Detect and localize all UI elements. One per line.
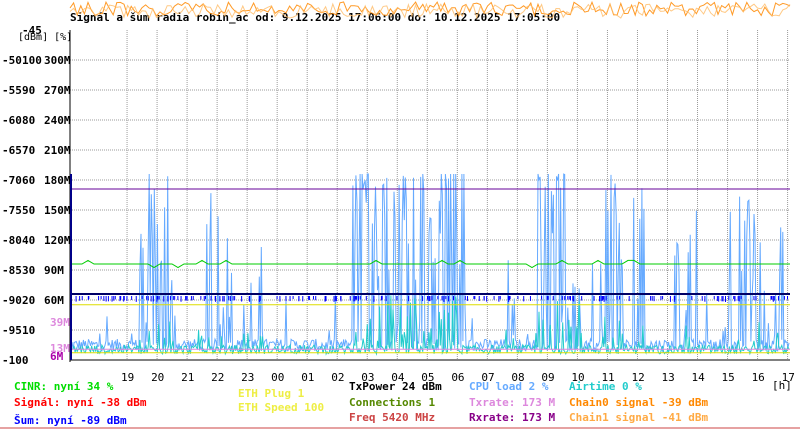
y-tick-rate: 60M bbox=[44, 294, 64, 307]
y-tick-rate: 300M bbox=[44, 54, 71, 67]
y-tick-dbm: -90 bbox=[2, 294, 22, 307]
legend-txpower: TxPower 24 dBm bbox=[349, 380, 442, 393]
x-tick-label: 17 bbox=[782, 371, 795, 384]
legend-cpu: CPU load 2 % bbox=[469, 380, 549, 393]
x-tick-label: 21 bbox=[181, 371, 194, 384]
y-tick-pct: 10 bbox=[22, 324, 35, 337]
y-tick-pct: 90 bbox=[22, 84, 35, 97]
series-chain1 bbox=[69, 2, 791, 20]
legend-connections: Connections 1 bbox=[349, 396, 436, 409]
y-tick-rate: 150M bbox=[44, 204, 71, 217]
y-tick-pct: 30 bbox=[22, 264, 35, 277]
y-tick-rate-extra: 6M bbox=[50, 350, 64, 363]
x-tick-label: 22 bbox=[211, 371, 224, 384]
plot-area bbox=[70, 30, 790, 360]
y-tick-dbm: -85 bbox=[2, 264, 22, 277]
x-tick-label: 20 bbox=[151, 371, 164, 384]
x-tick-label: 09 bbox=[541, 371, 554, 384]
x-tick-label: 04 bbox=[391, 371, 405, 384]
legend-chain1: Chain1 signal -41 dBm bbox=[569, 411, 709, 424]
x-tick-label: 19 bbox=[121, 371, 134, 384]
y-tick-rate-extra: 39M bbox=[50, 316, 70, 329]
legend-chain0: Chain0 signal -39 dBm bbox=[569, 396, 709, 409]
legend-noise: Šum: nyní -89 dBm bbox=[14, 414, 127, 427]
y-tick-dbm: -80 bbox=[2, 234, 22, 247]
legend-eth-speed: ETH Speed 100 bbox=[238, 401, 325, 414]
y-tick-rate: 240M bbox=[44, 114, 71, 127]
x-tick-label: 05 bbox=[421, 371, 434, 384]
series-cinr bbox=[70, 259, 790, 269]
legend-freq: Freq 5420 MHz bbox=[349, 411, 436, 424]
legend-txrate: Txrate: 173 M bbox=[469, 396, 556, 409]
y-tick-dbm: -60 bbox=[2, 114, 22, 127]
y-tick-pct: 40 bbox=[22, 234, 35, 247]
series-txrate bbox=[69, 173, 790, 353]
y-tick-rate: 210M bbox=[44, 144, 71, 157]
x-tick-label: 01 bbox=[301, 371, 314, 384]
x-tick-label: 06 bbox=[451, 371, 464, 384]
x-tick-label: 14 bbox=[692, 371, 706, 384]
x-tick-label: 15 bbox=[722, 371, 735, 384]
y-tick-dbm: -65 bbox=[2, 144, 22, 157]
y-tick-dbm: -100 bbox=[2, 354, 29, 367]
x-tick-label: 11 bbox=[601, 371, 614, 384]
legend-cinr: CINR: nyní 34 % bbox=[14, 380, 114, 393]
y-tick-rate-extra: 13M bbox=[50, 342, 70, 355]
x-unit-label: [h] bbox=[772, 379, 792, 392]
y-tick-dbm: -50 bbox=[2, 54, 22, 67]
chart-title: Signál a šum radia robin_ac od: 9.12.202… bbox=[70, 11, 561, 24]
y-tick-pct: 50 bbox=[22, 204, 35, 217]
x-tick-label: 16 bbox=[752, 371, 765, 384]
y-tick-pct: 80 bbox=[22, 114, 35, 127]
legend-airtime: Airtime 0 % bbox=[569, 380, 642, 393]
y-tick-dbm: -95 bbox=[2, 324, 22, 337]
y-unit-label: [dBm] [%] bbox=[18, 32, 72, 43]
y-tick-pct: 70 bbox=[22, 144, 35, 157]
legend-eth-plug: ETH Plug 1 bbox=[238, 387, 305, 400]
x-tick-label: 03 bbox=[361, 371, 374, 384]
legend-rxrate: Rxrate: 173 M bbox=[469, 411, 556, 424]
x-tick-label: 07 bbox=[481, 371, 494, 384]
y-tick-pct: 60 bbox=[22, 174, 35, 187]
y-tick-rate: 270M bbox=[44, 84, 71, 97]
y-tick-dbm: -70 bbox=[2, 174, 22, 187]
x-tick-label: 23 bbox=[241, 371, 254, 384]
x-tick-label: 13 bbox=[661, 371, 674, 384]
legend-signal: Signál: nyní -38 dBm bbox=[14, 396, 147, 409]
x-tick-label: 12 bbox=[631, 371, 644, 384]
series-chain0 bbox=[69, 0, 791, 18]
y-tick-pct: 100 bbox=[22, 54, 42, 67]
y-tick-rate: 120M bbox=[44, 234, 71, 247]
y-tick-dbm: -75 bbox=[2, 204, 22, 217]
y-tick-rate: 180M bbox=[44, 174, 71, 187]
x-tick-label: 10 bbox=[571, 371, 584, 384]
x-tick-label: 00 bbox=[271, 371, 284, 384]
y-tick-pct: 20 bbox=[22, 294, 35, 307]
y-tick-dbm: -55 bbox=[2, 84, 22, 97]
x-tick-label: 08 bbox=[511, 371, 524, 384]
y-tick-rate: 90M bbox=[44, 264, 64, 277]
y-tick-dbm: -45 bbox=[22, 24, 42, 37]
x-tick-label: 02 bbox=[331, 371, 344, 384]
